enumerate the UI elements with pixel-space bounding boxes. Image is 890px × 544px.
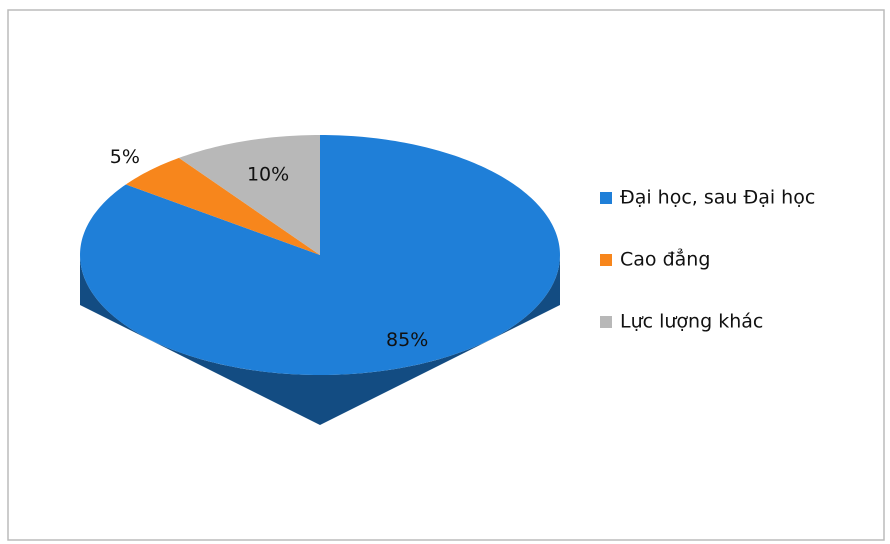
pie-slice <box>80 135 560 375</box>
data-label: 85% <box>386 329 428 351</box>
pie-slice <box>125 157 320 255</box>
pie-slice <box>178 135 320 255</box>
legend-label: Cao đẳng <box>620 248 710 271</box>
legend-swatch <box>600 316 612 328</box>
data-label: 5% <box>110 146 140 168</box>
legend-swatch <box>600 192 612 204</box>
data-label: 10% <box>247 164 289 186</box>
pie-side <box>80 255 560 425</box>
legend-swatch <box>600 254 612 266</box>
legend-label: Đại học, sau Đại học <box>620 187 815 209</box>
legend-label: Lực lượng khác <box>620 311 763 333</box>
